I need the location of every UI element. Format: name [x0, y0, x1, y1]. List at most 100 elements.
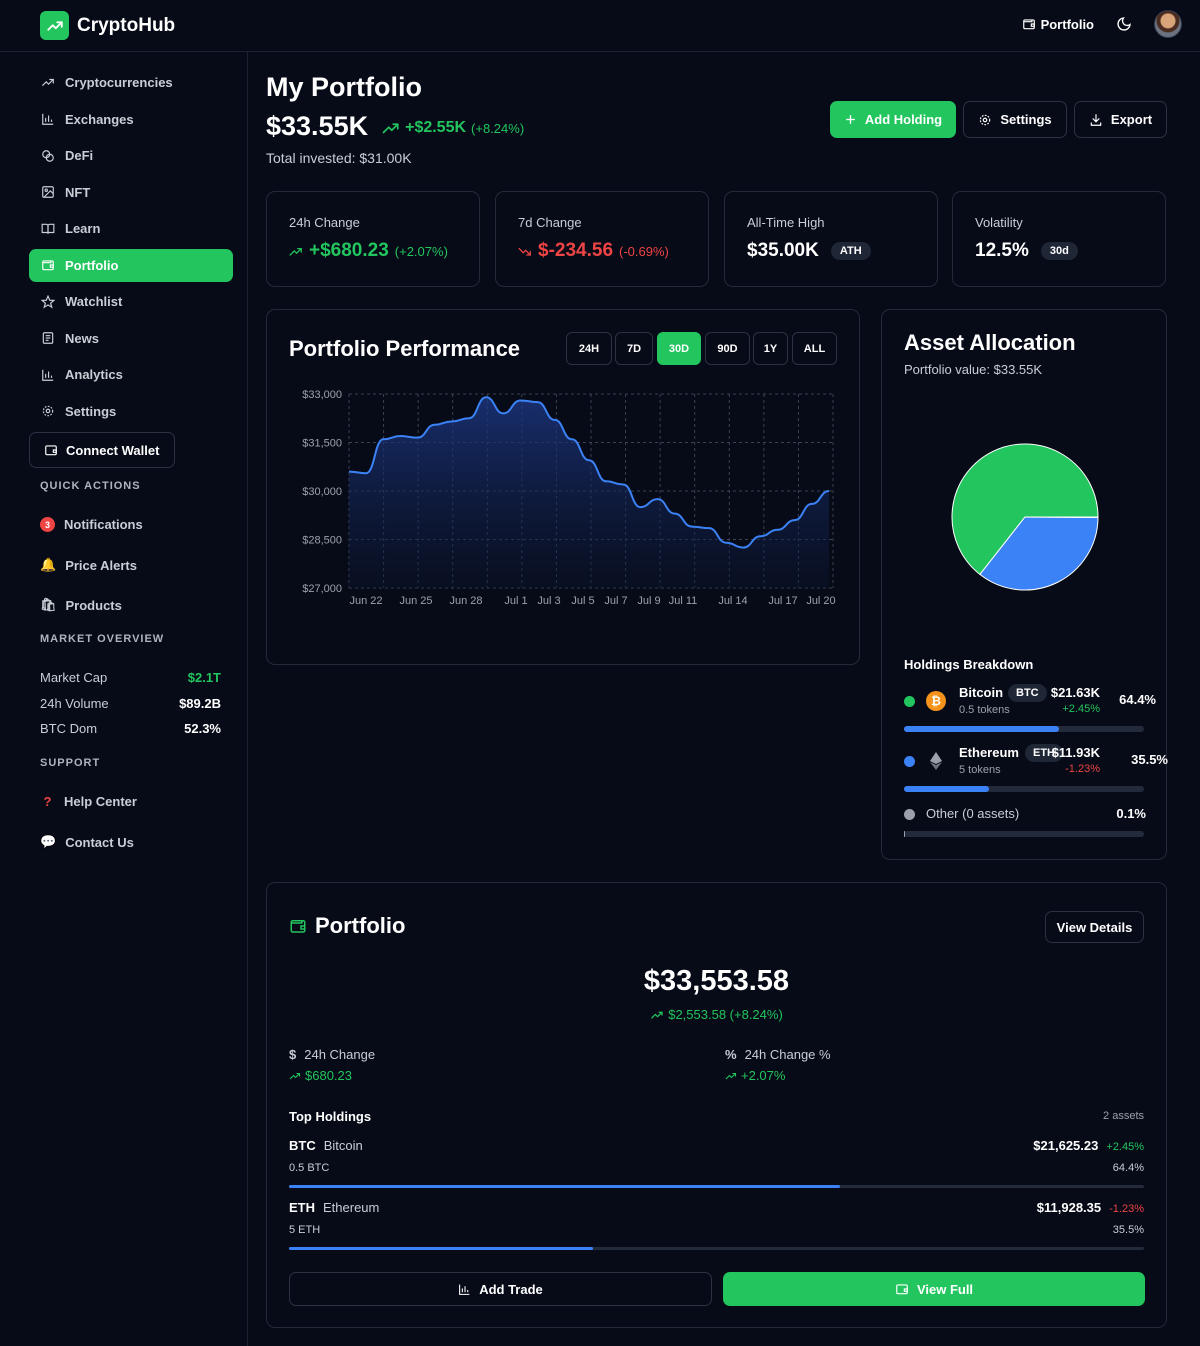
allocation-bar-fill	[904, 786, 990, 792]
trend-up-icon	[40, 11, 69, 40]
range-button-24h[interactable]: 24H	[566, 332, 612, 365]
range-button-7d[interactable]: 7D	[615, 332, 653, 365]
change-24h-pct-value: +2.07%	[741, 1068, 786, 1083]
holding-pct: 64.4%	[1119, 692, 1156, 707]
products-item[interactable]: 🛍 Products	[40, 597, 122, 613]
notifications-badge: 3	[40, 517, 55, 532]
bar-chart-icon	[40, 367, 55, 382]
allocation-row-eth[interactable]: Ethereum 5 tokens ETH $11.93K -1.23% 35.5%	[904, 744, 1168, 779]
add-holding-button[interactable]: Add Holding	[830, 101, 956, 138]
gear-icon	[978, 113, 992, 127]
notifications-item[interactable]: 3 Notifications	[40, 517, 143, 532]
top-holding-pct: 35.5%	[1112, 1224, 1144, 1236]
sidebar-item-exchanges[interactable]: Exchanges	[29, 103, 233, 136]
trend-up-icon	[382, 121, 400, 135]
allocation-bar-track	[904, 831, 1144, 837]
stat-value: 12.5%	[975, 240, 1029, 261]
legend-dot	[904, 809, 915, 820]
wallet-icon	[895, 1282, 909, 1296]
view-details-button[interactable]: View Details	[1045, 911, 1144, 943]
top-holding-value: $11,928.35	[1036, 1200, 1102, 1215]
range-button-all[interactable]: ALL	[792, 332, 837, 365]
change-24h-pct-block: % 24h Change % +2.07%	[725, 1047, 831, 1083]
top-holding-row[interactable]: BTC Bitcoin 0.5 BTC $21,625.23 +2.45% 64.4%	[289, 1138, 1144, 1182]
shopping-bag-icon: 🛍	[40, 597, 57, 612]
market-overview-label: Market Cap	[40, 670, 108, 685]
allocation-row-other[interactable]: Other (0 assets) 0.1%	[904, 805, 1156, 825]
contact-us-label: Contact Us	[65, 834, 134, 850]
add-trade-button[interactable]: Add Trade	[289, 1272, 712, 1306]
sidebar-item-cryptocurrencies[interactable]: Cryptocurrencies	[29, 66, 233, 99]
chat-bubble-icon: 💬	[40, 834, 57, 849]
range-button-30d[interactable]: 30D	[657, 332, 701, 365]
stat-value: +$680.23	[309, 240, 389, 261]
total-change-amount: +$2.55K	[405, 119, 467, 136]
stat-value-row: 12.5% 30d	[975, 240, 1165, 262]
notifications-label: Notifications	[64, 517, 143, 532]
connect-wallet-label: Connect Wallet	[66, 442, 160, 458]
top-holding-row[interactable]: ETH Ethereum 5 ETH $11,928.35 -1.23% 35.5%	[289, 1200, 1144, 1244]
view-full-button[interactable]: View Full	[723, 1272, 1145, 1306]
stat-pill: ATH	[830, 242, 871, 260]
sidebar-item-analytics[interactable]: Analytics	[29, 358, 233, 391]
wallet-icon	[1022, 17, 1036, 31]
x-tick-label: Jul 5	[571, 595, 594, 607]
sidebar: Cryptocurrencies Exchanges DeFi NFT Learn Por…	[0, 52, 248, 1346]
sidebar-item-label: News	[65, 330, 99, 346]
stat-pct: (-0.69%)	[619, 243, 669, 259]
sidebar-item-label: NFT	[65, 184, 91, 200]
performance-area	[349, 397, 829, 588]
market-overview-value: $2.1T	[187, 670, 221, 685]
settings-button[interactable]: Settings	[963, 101, 1067, 138]
holding-tokens: 0.5 tokens	[959, 704, 1010, 716]
x-tick-label: Jul 9	[637, 595, 660, 607]
moon-icon[interactable]	[1116, 16, 1132, 32]
range-button-1y[interactable]: 1Y	[753, 332, 788, 365]
other-pct: 0.1%	[1116, 806, 1146, 821]
x-tick-label: Jul 20	[806, 595, 835, 607]
app-logo[interactable]: CryptoHub	[40, 11, 175, 40]
x-tick-label: Jul 14	[718, 595, 747, 607]
contact-us-item[interactable]: 💬 Contact Us	[40, 834, 134, 850]
holding-tokens: 5 tokens	[959, 764, 1001, 776]
portfolio-card-title: Portfolio	[315, 913, 406, 938]
portfolio-summary-card: Portfolio View Details $33,553.58 $2,553…	[266, 882, 1167, 1328]
sidebar-item-news[interactable]: News	[29, 322, 233, 355]
range-button-90d[interactable]: 90D	[705, 332, 750, 365]
sidebar-item-watchlist[interactable]: Watchlist	[29, 285, 233, 318]
sidebar-item-portfolio[interactable]: Portfolio	[29, 248, 233, 282]
portfolio-card-value: $33,553.58	[643, 965, 790, 997]
market-overview-value: 52.3%	[184, 721, 221, 736]
bitcoin-icon: ₿	[926, 691, 946, 711]
wallet-icon	[40, 258, 55, 273]
price-alerts-item[interactable]: 🔔 Price Alerts	[40, 557, 137, 573]
connect-wallet-button[interactable]: Connect Wallet	[29, 432, 175, 468]
top-bar: CryptoHub Portfolio	[0, 0, 1200, 52]
header-portfolio-link[interactable]: Portfolio	[1022, 17, 1094, 32]
portfolio-total-value: $33.55K	[266, 111, 369, 141]
avatar[interactable]	[1154, 10, 1182, 38]
sidebar-item-learn[interactable]: Learn	[29, 212, 233, 245]
y-tick-label: $30,000	[302, 486, 342, 498]
sidebar-item-nft[interactable]: NFT	[29, 176, 233, 209]
sidebar-item-settings[interactable]: Settings	[29, 395, 233, 428]
x-tick-label: Jun 25	[399, 595, 432, 607]
pie-slice-bitcoin	[951, 443, 1099, 576]
holding-value: $21.63K	[1050, 685, 1100, 700]
sidebar-item-defi[interactable]: DeFi	[29, 139, 233, 172]
performance-title: Portfolio Performance	[289, 336, 521, 361]
market-overview-row: Market Cap $2.1T	[40, 670, 221, 685]
trend-down-icon	[518, 246, 532, 257]
trend-up-icon	[725, 1071, 737, 1081]
question-icon: ?	[43, 794, 52, 809]
export-button[interactable]: Export	[1074, 101, 1167, 138]
top-holding-bar-track	[289, 1185, 1144, 1188]
allocation-row-btc[interactable]: ₿ Bitcoin 0.5 tokens BTC $21.63K +2.45% 64.4%	[904, 684, 1156, 719]
book-icon	[40, 221, 55, 236]
holding-value: $11.93K	[1051, 745, 1100, 760]
stat-pill: 30d	[1040, 242, 1078, 260]
stat-value-row: +$680.23 (+2.07%)	[289, 240, 479, 262]
top-holding-change: +2.45%	[1106, 1141, 1144, 1153]
help-center-item[interactable]: ? Help Center	[40, 794, 137, 809]
performance-card: Portfolio Performance 24H 7D 30D 90D 1Y ALL $…	[266, 309, 860, 665]
